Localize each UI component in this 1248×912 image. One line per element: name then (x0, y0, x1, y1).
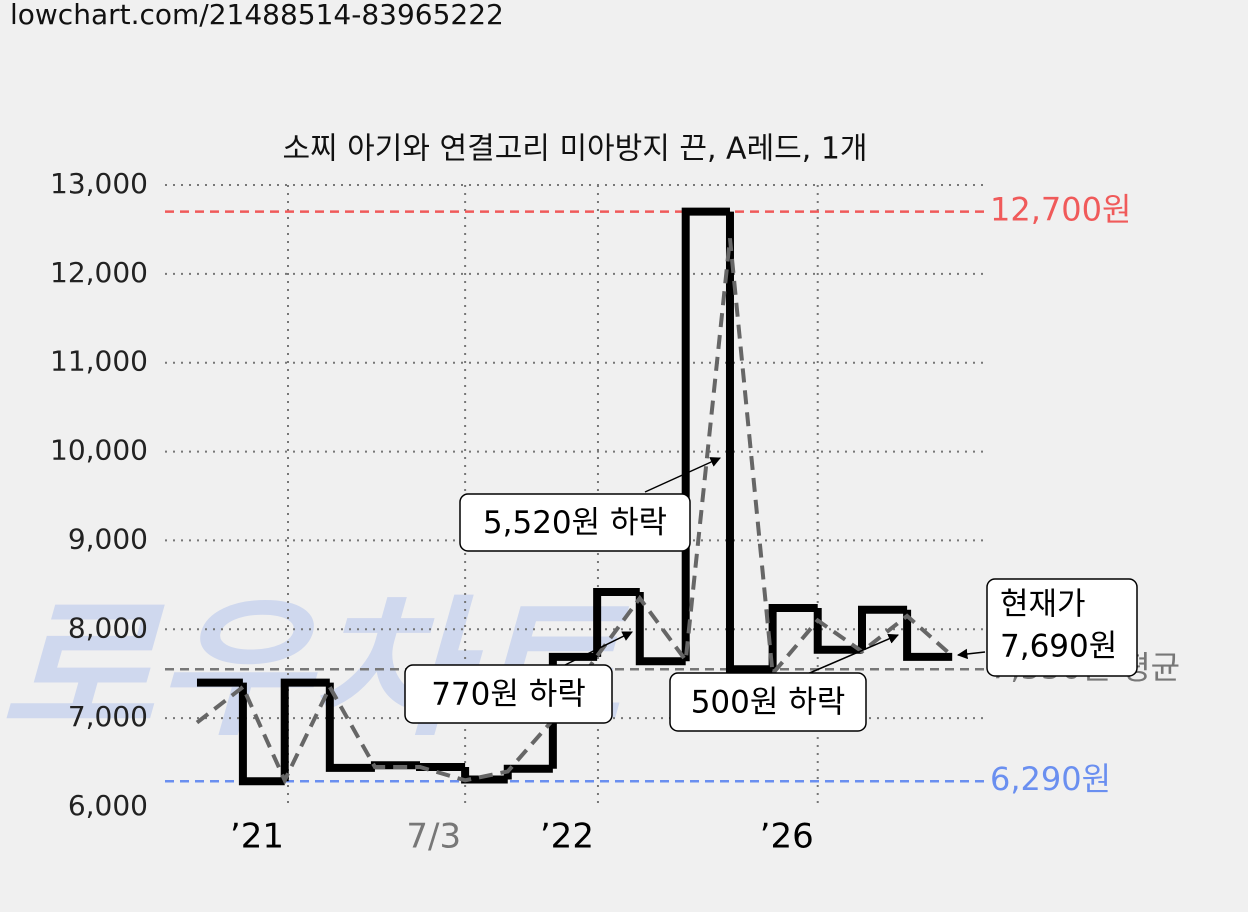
reference-label: 12,700원 (990, 191, 1131, 229)
url: lowchart.com/21488514-83965222 (10, 0, 504, 31)
reference-label: 6,290원 (990, 760, 1111, 798)
current-box (986, 578, 1138, 677)
chart-title: 소찌 아기와 연결고리 미아방지 끈, A레드, 1개 (282, 132, 867, 167)
y-tick-label: 11,000 (50, 345, 148, 378)
price-step (593, 587, 640, 657)
y-tick-label: 7,000 (68, 700, 148, 733)
annotation-arrow (804, 633, 899, 676)
price-step (325, 682, 375, 772)
current-price-text: 현재가 (1000, 587, 1086, 623)
price-step (903, 609, 953, 661)
annotation-text: 500원 하락 (691, 685, 846, 721)
annotation-arrow (564, 631, 633, 666)
y-tick-label: 8,000 (68, 611, 148, 644)
y-tick-label: 13,000 (50, 167, 148, 200)
price-step (238, 682, 285, 786)
current-price-text: 7,690원 (1000, 629, 1117, 665)
annotation-box (669, 672, 867, 732)
price-step (503, 764, 553, 780)
x-tick-label: ’22 (540, 817, 594, 857)
annotation-text: 5,520원 하락 (483, 505, 667, 541)
price-step (416, 763, 466, 772)
x-tick-label: ’26 (760, 817, 814, 857)
price-step (725, 211, 773, 674)
y-tick-label: 10,000 (50, 434, 148, 467)
price-step (813, 607, 862, 654)
annotation-box (404, 664, 613, 724)
y-tick-label: 9,000 (68, 522, 148, 555)
price-step (280, 678, 330, 782)
price-step (858, 605, 908, 650)
current-arrow (956, 648, 986, 660)
price-step (768, 603, 818, 670)
x-tick-label: 7/3 (406, 817, 461, 857)
y-tick-label: 6,000 (68, 789, 148, 822)
annotation-box (459, 493, 691, 552)
x-tick-label: ’21 (230, 817, 284, 857)
price-step (681, 207, 730, 662)
annotation-text: 770원 하락 (431, 677, 586, 713)
annotation-arrow (644, 457, 721, 493)
price-step (635, 591, 686, 666)
y-tick-label: 12,000 (50, 256, 148, 289)
